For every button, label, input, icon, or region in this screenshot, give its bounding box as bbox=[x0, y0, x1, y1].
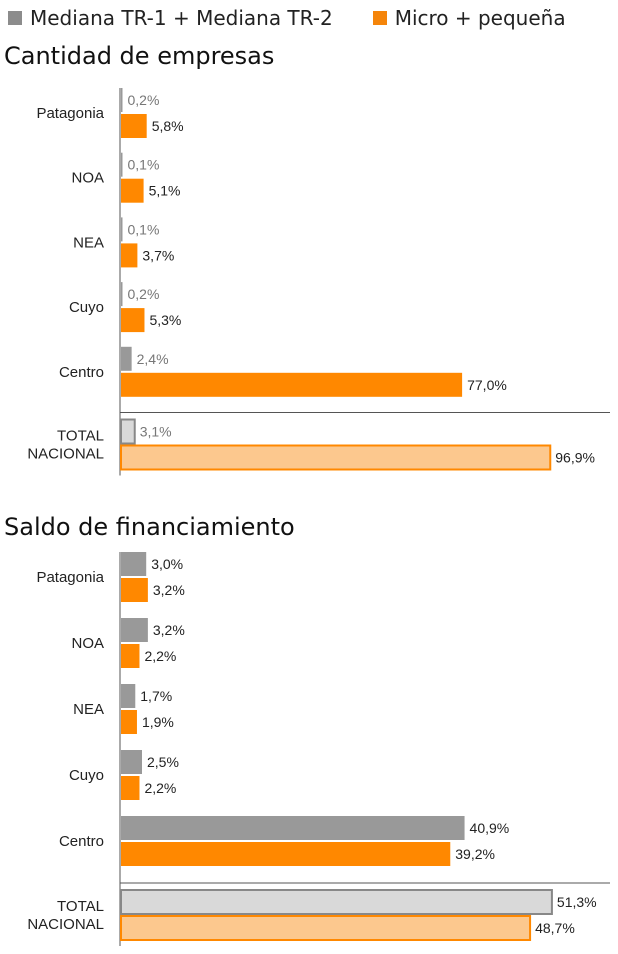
category-label: Cuyo bbox=[69, 299, 104, 316]
bar-mediana-centro bbox=[121, 816, 465, 840]
value-label: 3,1% bbox=[140, 424, 172, 440]
bar-mediana-noa bbox=[121, 618, 148, 642]
category-label: Patagonia bbox=[36, 105, 104, 122]
bar-mediana-nea bbox=[121, 684, 136, 708]
bar-micro-centro bbox=[121, 842, 451, 866]
category-label: TOTAL bbox=[57, 428, 104, 445]
bar-micro-total-nacional bbox=[120, 444, 552, 471]
value-label: 3,0% bbox=[151, 556, 183, 572]
legend-swatch-grey bbox=[8, 11, 22, 25]
bar-mediana-cuyo bbox=[121, 282, 123, 307]
bar-micro-noa bbox=[121, 644, 140, 668]
bar-micro-cuyo bbox=[121, 308, 145, 333]
bar-micro-patagonia bbox=[121, 114, 147, 138]
value-label: 5,1% bbox=[149, 183, 181, 199]
bar-mediana-total-nacional bbox=[120, 889, 553, 915]
category-label: TOTAL bbox=[57, 898, 104, 915]
bar-micro-nea bbox=[121, 710, 137, 734]
chart-title-empresas: Cantidad de empresas bbox=[4, 42, 275, 70]
value-label: 3,7% bbox=[142, 247, 174, 263]
value-label: 2,2% bbox=[144, 780, 176, 796]
value-label: 2,2% bbox=[144, 648, 176, 664]
value-label: 1,9% bbox=[142, 714, 174, 730]
bar-micro-noa bbox=[121, 178, 144, 203]
value-label: 0,1% bbox=[128, 221, 160, 237]
bar-micro-total-nacional bbox=[120, 915, 532, 941]
chart-financiamiento: Patagonia 3,0% 3,2% NOA 3,2% 2,2% NEA 1,7% 1,9% C… bbox=[27, 552, 610, 946]
bar-mediana-centro bbox=[121, 346, 132, 371]
value-label: 77,0% bbox=[467, 377, 507, 393]
legend-label-micro: Micro + pequeña bbox=[394, 6, 566, 30]
category-label: NOA bbox=[71, 635, 104, 652]
bar-mediana-patagonia bbox=[121, 88, 123, 112]
category-label: NACIONAL bbox=[27, 916, 104, 933]
legend-item-micro: Micro + pequeña bbox=[372, 6, 566, 30]
value-label: 1,7% bbox=[140, 688, 172, 704]
category-label: NEA bbox=[73, 701, 104, 718]
chart-empresas: Patagonia 0,2% 5,8% NOA 0,1% 5,1% NEA 0,1% 3,7% C… bbox=[27, 88, 610, 476]
category-label: NEA bbox=[73, 234, 104, 251]
value-label: 5,8% bbox=[152, 118, 184, 134]
value-label: 48,7% bbox=[535, 920, 575, 936]
category-label: NOA bbox=[71, 170, 104, 187]
value-label: 2,5% bbox=[147, 754, 179, 770]
legend: Mediana TR-1 + Mediana TR-2 Micro + pequ… bbox=[8, 4, 606, 32]
bar-micro-cuyo bbox=[121, 776, 140, 800]
value-label: 51,3% bbox=[557, 894, 597, 910]
value-label: 96,9% bbox=[555, 450, 595, 466]
value-label: 3,2% bbox=[153, 582, 185, 598]
value-label: 3,2% bbox=[153, 622, 185, 638]
category-label: Patagonia bbox=[36, 569, 104, 586]
category-label: Cuyo bbox=[69, 767, 104, 784]
bar-micro-centro bbox=[121, 372, 463, 397]
bar-micro-patagonia bbox=[121, 578, 148, 602]
bar-micro-nea bbox=[121, 243, 138, 268]
legend-swatch-orange bbox=[372, 11, 387, 25]
chart-title-financiamiento: Saldo de financiamiento bbox=[4, 513, 295, 541]
category-label: NACIONAL bbox=[27, 446, 104, 463]
bar-mediana-nea bbox=[121, 217, 123, 242]
value-label: 0,1% bbox=[128, 157, 160, 173]
bar-mediana-noa bbox=[121, 152, 123, 177]
value-label: 5,3% bbox=[149, 312, 181, 328]
bar-mediana-total-nacional bbox=[120, 418, 136, 445]
value-label: 39,2% bbox=[455, 846, 495, 862]
value-label: 2,4% bbox=[137, 351, 169, 367]
value-label: 0,2% bbox=[128, 286, 160, 302]
category-label: Centro bbox=[59, 833, 104, 850]
legend-item-mediana: Mediana TR-1 + Mediana TR-2 bbox=[8, 6, 333, 30]
category-label: Centro bbox=[59, 364, 104, 381]
bar-mediana-patagonia bbox=[121, 552, 147, 576]
legend-label-mediana: Mediana TR-1 + Mediana TR-2 bbox=[30, 6, 333, 30]
value-label: 40,9% bbox=[470, 820, 510, 836]
value-label: 0,2% bbox=[128, 92, 160, 108]
bar-mediana-cuyo bbox=[121, 750, 142, 774]
